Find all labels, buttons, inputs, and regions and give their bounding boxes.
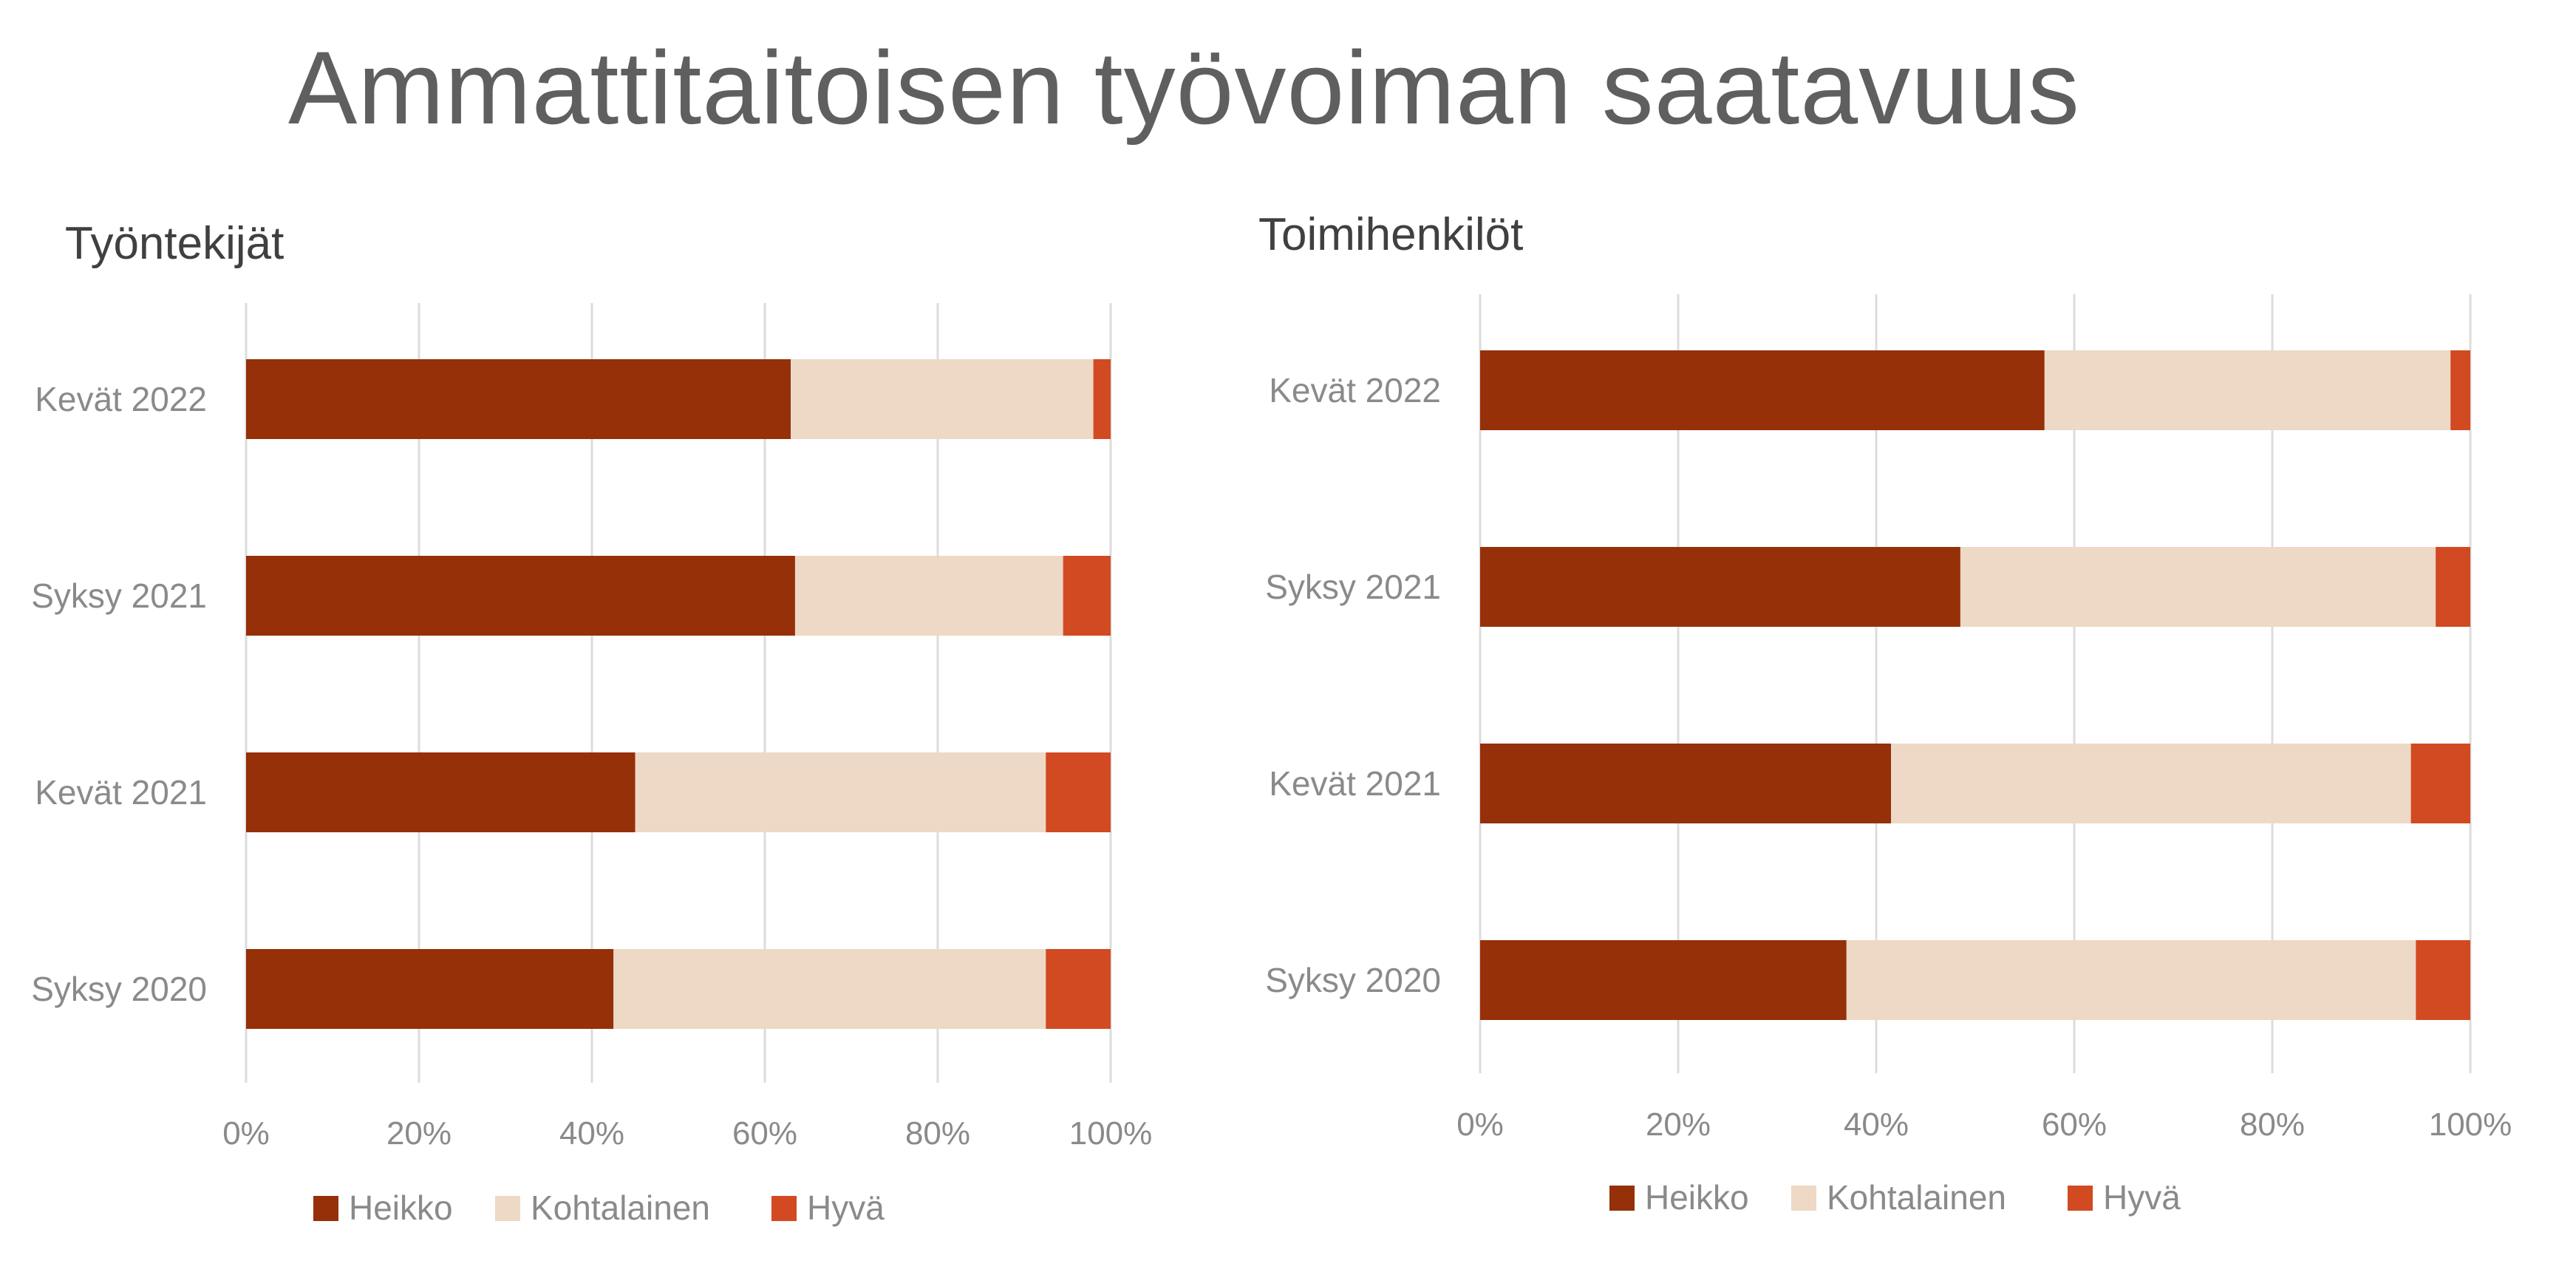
legend-swatch-kohtalainen (1791, 1186, 1816, 1211)
x-tick-label: 60% (732, 1115, 797, 1152)
legend-label-hyva: Hyvä (2103, 1178, 2181, 1217)
category-label: Kevät 2022 (35, 380, 207, 418)
category-label: Syksy 2021 (1265, 568, 1441, 606)
category-label: Syksy 2021 (31, 577, 207, 615)
bar-hyva-kevat-2022 (2450, 350, 2470, 430)
x-tick-label: 60% (2042, 1106, 2107, 1143)
bar-hyva-kevat-2021 (1046, 752, 1111, 832)
category-label: Syksy 2020 (31, 970, 207, 1008)
legend-swatch-hyva (2068, 1186, 2093, 1211)
bar-kohtalainen-syksy-2021 (1960, 547, 2436, 627)
legend-swatch-heikko (313, 1196, 338, 1221)
bar-kohtalainen-kevat-2022 (2044, 350, 2451, 430)
bar-kohtalainen-syksy-2020 (613, 949, 1046, 1029)
bar-kohtalainen-syksy-2021 (794, 556, 1063, 636)
x-tick-label: 80% (905, 1115, 970, 1152)
page-title: Ammattitaitoisen työvoiman saatavuus (288, 30, 2080, 146)
category-label: Syksy 2020 (1265, 961, 1441, 999)
x-tick-label: 0% (222, 1115, 270, 1152)
chart-title-tyontekijat: Työntekijät (65, 218, 284, 269)
chart-toimihenkilot: Toimihenkilöt 0% 20% 40% 60% 80% 100% Kevät 202… (1258, 209, 2512, 1217)
chart-tyontekijat: Työntekijät 0% 20% 40% 60% 80% 100% Kevät 2022 S… (31, 218, 1153, 1227)
bar-kohtalainen-kevat-2022 (791, 359, 1094, 439)
x-tick-label: 100% (2429, 1106, 2512, 1143)
bar-kohtalainen-kevat-2021 (1891, 744, 2411, 823)
category-label: Kevät 2021 (35, 773, 207, 812)
legend-swatch-heikko (1609, 1186, 1635, 1211)
bar-heikko-kevat-2021 (246, 752, 636, 832)
x-tick-label: 20% (1646, 1106, 1711, 1143)
bar-heikko-syksy-2021 (246, 556, 795, 636)
chart-title-toimihenkilot: Toimihenkilöt (1258, 209, 1523, 260)
x-tick-label: 0% (1456, 1106, 1504, 1143)
bar-heikko-kevat-2021 (1480, 744, 1892, 823)
x-tick-label: 40% (559, 1115, 624, 1152)
bar-hyva-syksy-2021 (1063, 556, 1111, 636)
bar-hyva-syksy-2021 (2436, 547, 2470, 627)
x-tick-label: 80% (2240, 1106, 2305, 1143)
bar-heikko-syksy-2020 (1480, 940, 1847, 1020)
bar-hyva-kevat-2021 (2410, 744, 2470, 823)
bar-heikko-kevat-2022 (246, 359, 791, 439)
legend-label-heikko: Heikko (1645, 1178, 1749, 1217)
category-label: Kevät 2022 (1269, 371, 1441, 409)
bar-kohtalainen-kevat-2021 (635, 752, 1046, 832)
bar-hyva-syksy-2020 (2416, 940, 2470, 1020)
x-tick-label: 40% (1844, 1106, 1909, 1143)
legend-label-kohtalainen: Kohtalainen (531, 1189, 710, 1227)
x-tick-label: 20% (386, 1115, 452, 1152)
bar-heikko-kevat-2022 (1480, 350, 2045, 430)
legend-label-kohtalainen: Kohtalainen (1827, 1178, 2006, 1217)
legend-label-hyva: Hyvä (807, 1189, 885, 1227)
bar-hyva-kevat-2022 (1093, 359, 1111, 439)
legend-label-heikko: Heikko (349, 1189, 453, 1227)
bar-hyva-syksy-2020 (1046, 949, 1111, 1029)
x-tick-label: 100% (1069, 1115, 1153, 1152)
category-label: Kevät 2021 (1269, 764, 1441, 803)
bar-heikko-syksy-2020 (246, 949, 614, 1029)
legend-swatch-kohtalainen (495, 1196, 520, 1221)
bar-kohtalainen-syksy-2020 (1846, 940, 2416, 1020)
legend-swatch-hyva (771, 1196, 797, 1221)
bar-heikko-syksy-2021 (1480, 547, 1960, 627)
